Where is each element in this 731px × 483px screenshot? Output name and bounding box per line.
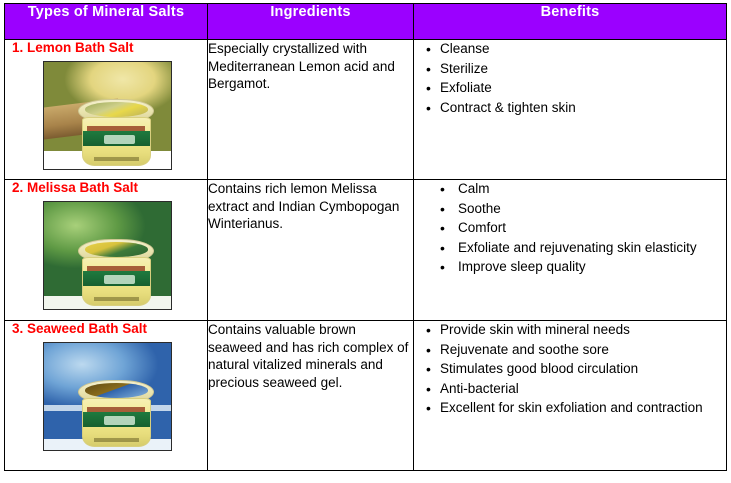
- list-item: Improve sleep quality: [440, 258, 726, 277]
- seaweed-bath-salt-jar-photo: [43, 342, 172, 451]
- list-item: Stimulates good blood circulation: [426, 360, 726, 379]
- type-cell: 1. Lemon Bath Salt: [4, 39, 208, 180]
- table-row: 3. Seaweed Bath Salt: [4, 320, 727, 471]
- benefits-cell: Cleanse Sterilize Exfoliate Contract & t…: [413, 39, 727, 180]
- product-image: [44, 62, 171, 169]
- jar-fineprint: [93, 156, 140, 162]
- jar-label-line: [87, 126, 146, 132]
- column-header-benefits: Benefits: [413, 3, 727, 40]
- lemon-bath-salt-jar-photo: [43, 61, 172, 170]
- product-image: [44, 202, 171, 309]
- table-header: Types of Mineral Salts Ingredients Benef…: [4, 3, 727, 40]
- list-item: Exfoliate and rejuvenating skin elastici…: [440, 239, 726, 258]
- list-item: Excellent for skin exfoliation and contr…: [426, 399, 726, 418]
- type-cell: 2. Melissa Bath Salt: [4, 179, 208, 321]
- benefits-list: Calm Soothe Comfort Exfoliate and rejuve…: [414, 180, 726, 277]
- ingredients-cell: Especially crystallized with Mediterrane…: [207, 39, 414, 180]
- jar-lid-top: [85, 242, 148, 257]
- jar-label-line: [87, 266, 146, 272]
- jar-fineprint: [93, 296, 140, 302]
- list-item: Comfort: [440, 219, 726, 238]
- type-cell: 3. Seaweed Bath Salt: [4, 320, 208, 471]
- column-header-ingredients-label: Ingredients: [270, 4, 351, 20]
- jar-label-line: [87, 407, 146, 413]
- benefits-list: Cleanse Sterilize Exfoliate Contract & t…: [414, 40, 726, 117]
- column-header-benefits-label: Benefits: [540, 4, 600, 20]
- jar-shape: [78, 239, 155, 306]
- melissa-bath-salt-jar-photo: [43, 201, 172, 310]
- product-title: 3. Seaweed Bath Salt: [12, 321, 148, 336]
- list-item: Rejuvenate and soothe sore: [426, 341, 726, 360]
- product-title: 1. Lemon Bath Salt: [12, 40, 134, 55]
- jar-band-picture: [104, 415, 135, 425]
- benefits-cell: Calm Soothe Comfort Exfoliate and rejuve…: [413, 179, 727, 321]
- list-item: Provide skin with mineral needs: [426, 321, 726, 340]
- column-header-types: Types of Mineral Salts: [4, 3, 208, 40]
- list-item: Calm: [440, 180, 726, 199]
- list-item: Contract & tighten skin: [426, 99, 726, 118]
- ingredients-cell: Contains valuable brown seaweed and has …: [207, 320, 414, 471]
- table-body: 1. Lemon Bath Salt: [4, 39, 727, 471]
- jar-lid-top: [85, 383, 148, 398]
- header-row: Types of Mineral Salts Ingredients Benef…: [4, 3, 727, 40]
- jar-shape: [78, 99, 155, 166]
- jar-band-picture: [104, 274, 135, 284]
- list-item: Cleanse: [426, 40, 726, 59]
- benefits-cell: Provide skin with mineral needs Rejuvena…: [413, 320, 727, 471]
- benefits-list: Provide skin with mineral needs Rejuvena…: [414, 321, 726, 418]
- list-item: Soothe: [440, 200, 726, 219]
- ingredients-cell: Contains rich lemon Melissa extract and …: [207, 179, 414, 321]
- table-row: 1. Lemon Bath Salt: [4, 39, 727, 180]
- column-header-ingredients: Ingredients: [207, 3, 414, 40]
- list-item: Exfoliate: [426, 79, 726, 98]
- list-item: Sterilize: [426, 60, 726, 79]
- product-title: 2. Melissa Bath Salt: [12, 180, 139, 195]
- column-header-types-label: Types of Mineral Salts: [27, 4, 185, 20]
- jar-lid-top: [85, 102, 148, 117]
- jar-shape: [78, 380, 155, 447]
- table-row: 2. Melissa Bath Salt: [4, 179, 727, 321]
- product-image: [44, 343, 171, 450]
- jar-fineprint: [93, 437, 140, 443]
- mineral-salts-table: Types of Mineral Salts Ingredients Benef…: [4, 3, 727, 471]
- jar-band-picture: [104, 134, 135, 144]
- list-item: Anti-bacterial: [426, 380, 726, 399]
